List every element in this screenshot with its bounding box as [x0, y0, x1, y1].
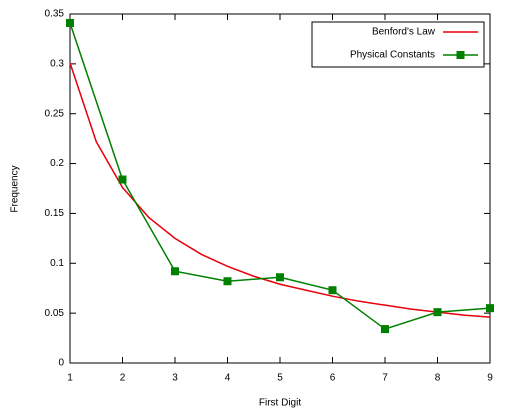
point-marker: [66, 18, 74, 27]
x-tick-label: 5: [277, 373, 283, 384]
point-marker: [486, 304, 494, 313]
legend-label: Benford's Law: [372, 27, 436, 38]
y-tick-label: 0.1: [50, 258, 64, 269]
y-tick-label: 0.05: [45, 308, 65, 319]
point-marker: [118, 175, 127, 184]
point-marker: [171, 267, 179, 276]
point-marker: [276, 273, 284, 282]
legend-label: Physical Constants: [350, 50, 435, 61]
x-tick-label: 4: [225, 373, 231, 384]
legend-marker: [456, 51, 465, 59]
point-marker: [223, 277, 232, 286]
point-marker: [381, 325, 389, 334]
y-axis-label: Frequency: [10, 165, 21, 212]
y-tick-label: 0: [58, 358, 64, 369]
y-tick-label: 0.15: [45, 208, 65, 219]
x-tick-label: 8: [435, 373, 441, 384]
x-tick-label: 1: [67, 373, 73, 384]
y-tick-label: 0.2: [50, 158, 64, 169]
x-tick-label: 3: [172, 373, 178, 384]
series-line: [69, 22, 491, 330]
series-line: [69, 62, 491, 318]
x-tick-label: 6: [330, 373, 336, 384]
point-marker: [433, 308, 442, 317]
y-tick-label: 0.3: [50, 58, 64, 69]
x-axis-label: First Digit: [259, 398, 301, 409]
point-marker: [328, 286, 337, 295]
x-tick-label: 7: [382, 373, 388, 384]
x-tick-label: 9: [487, 373, 493, 384]
y-tick-label: 0.25: [45, 108, 65, 119]
y-tick-label: 0.35: [45, 9, 65, 20]
x-tick-label: 2: [120, 373, 126, 384]
legend-box: [311, 21, 485, 68]
